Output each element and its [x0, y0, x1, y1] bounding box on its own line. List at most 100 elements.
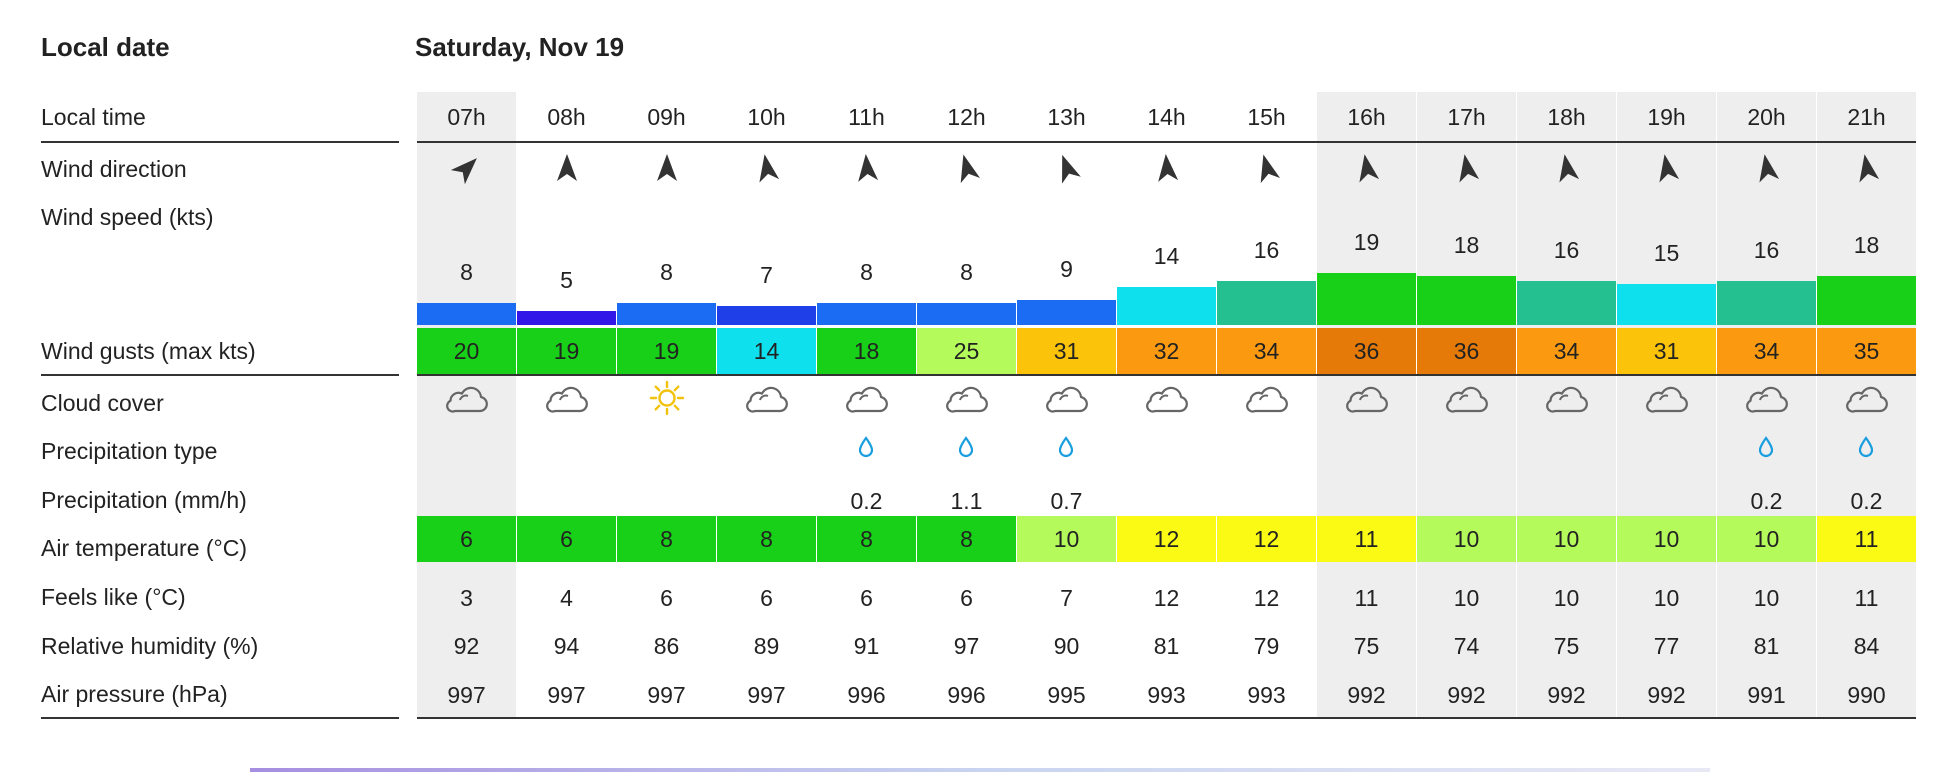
hour-label: 17h — [1447, 104, 1486, 130]
wind-gust-cell: 32 — [1117, 328, 1216, 374]
wind-gust-cell: 35 — [1817, 328, 1916, 374]
precipitation-value: 0.2 — [1750, 488, 1783, 514]
humidity-value: 79 — [1253, 633, 1280, 659]
hour-label: 15h — [1247, 104, 1286, 130]
wind-gust-cell: 31 — [1617, 328, 1716, 374]
cloud-icon — [1446, 386, 1488, 413]
air-temperature-cell: 8 — [617, 516, 716, 562]
pressure-value: 992 — [1347, 682, 1386, 708]
column-background — [1117, 92, 1216, 718]
air-pressure-label: Air pressure (hPa) — [41, 681, 228, 707]
feels-like-value: 10 — [1753, 585, 1780, 611]
wind-speed-value: 15 — [1653, 240, 1680, 266]
wind-direction-arrow-icon — [1559, 154, 1580, 183]
air-temperature-cell: 8 — [717, 516, 816, 562]
wind-speed-bar — [917, 302, 1016, 325]
wind-speed-value: 8 — [660, 258, 673, 285]
pressure-value: 990 — [1847, 682, 1886, 708]
air-temperature-label: Air temperature (°C) — [41, 535, 248, 561]
feels-like-value: 6 — [660, 585, 673, 611]
hour-label: 21h — [1847, 104, 1886, 130]
wind-direction-arrow-icon — [1759, 154, 1780, 183]
pressure-value: 997 — [447, 682, 486, 708]
cloud-icon — [1646, 386, 1688, 413]
hour-column: 13h 9 31 0.7 10 7 90 995 — [1017, 92, 1116, 718]
hour-column: 10h 7 14 8 6 89 997 — [717, 92, 816, 718]
hour-label: 13h — [1047, 104, 1086, 130]
column-background — [717, 92, 816, 718]
cloud-icon — [1546, 386, 1588, 413]
air-temperature-cell: 12 — [1217, 516, 1316, 562]
wind-gust-cell: 36 — [1417, 328, 1516, 374]
hour-column: 08h 5 19 6 4 94 997 — [517, 92, 616, 718]
feels-like-value: 6 — [760, 585, 773, 611]
wind-speed-bar — [517, 311, 616, 325]
column-background — [417, 92, 516, 718]
cloud-icon — [1346, 386, 1388, 413]
hour-label: 10h — [747, 104, 786, 130]
wind-gust-cell: 14 — [717, 328, 816, 374]
bottom-gradient-bar — [250, 768, 1710, 772]
humidity-value: 91 — [853, 633, 880, 659]
air-temperature-cell: 10 — [1417, 516, 1516, 562]
feels-like-value: 11 — [1854, 585, 1879, 611]
air-temperature-cell: 10 — [1617, 516, 1716, 562]
wind-direction-arrow-icon — [1459, 154, 1480, 183]
air-temperature-cell: 10 — [1017, 516, 1116, 562]
cloud-icon — [746, 386, 788, 413]
cloud-icon — [546, 386, 588, 413]
cloud-icon — [946, 386, 988, 413]
humidity-value: 97 — [953, 633, 980, 659]
wind-gust-cell: 36 — [1317, 328, 1416, 374]
hour-column: 17h 18 36 10 10 74 992 — [1417, 92, 1516, 718]
wind-direction-arrow-icon — [1158, 154, 1179, 182]
feels-like-value: 10 — [1653, 585, 1680, 611]
column-background — [1217, 92, 1316, 718]
rain-drop-icon — [1758, 436, 1774, 458]
wind-speed-value: 5 — [560, 267, 573, 293]
wind-speed-value: 8 — [460, 258, 473, 285]
feels-like-value: 7 — [1060, 585, 1073, 611]
wind-direction-arrow-icon — [1859, 154, 1880, 183]
wind-direction-label: Wind direction — [41, 156, 187, 182]
wind-speed-bar — [1617, 284, 1716, 325]
wind-speed-bar — [817, 302, 916, 325]
wind-speed-value: 18 — [1453, 231, 1480, 258]
humidity-value: 86 — [653, 633, 680, 659]
wind-speed-bar — [1017, 300, 1116, 325]
pressure-value: 992 — [1547, 682, 1586, 708]
wind-gusts-label: Wind gusts (max kts) — [41, 338, 256, 364]
hour-column: 07h 8 20 6 3 92 997 — [417, 92, 516, 718]
wind-speed-bar — [1817, 275, 1916, 325]
pressure-value: 996 — [847, 682, 886, 708]
air-temperature-cell: 8 — [917, 516, 1016, 562]
humidity-value: 81 — [1753, 633, 1780, 659]
column-background — [1317, 92, 1416, 718]
pressure-value: 995 — [1047, 682, 1086, 708]
hour-label: 11h — [848, 104, 885, 130]
grid-divider — [417, 141, 1916, 143]
hour-label: 16h — [1347, 104, 1386, 130]
cloud-icon — [1846, 386, 1888, 413]
hour-label: 20h — [1747, 104, 1786, 130]
feels-like-value: 12 — [1253, 585, 1280, 611]
wind-gust-cell: 34 — [1517, 328, 1616, 374]
hour-column: 20h 16 34 0.2 10 10 81 991 — [1717, 92, 1816, 718]
humidity-value: 92 — [453, 633, 480, 659]
humidity-value: 77 — [1653, 633, 1680, 659]
wind-speed-bar — [1417, 275, 1516, 325]
wind-gust-cell: 19 — [517, 328, 616, 374]
cloud-icon — [1046, 386, 1088, 413]
wind-speed-value: 16 — [1253, 237, 1280, 264]
column-background — [817, 92, 916, 718]
wind-direction-arrow-icon — [557, 154, 577, 181]
divider — [41, 141, 399, 143]
wind-direction-arrow-icon — [451, 158, 477, 184]
air-temperature-cell: 6 — [517, 516, 616, 562]
column-background — [917, 92, 1016, 718]
feels-like-value: 6 — [860, 585, 873, 611]
precipitation-value: 0.7 — [1050, 488, 1083, 514]
hour-column: 19h 15 31 10 10 77 992 — [1617, 92, 1716, 718]
humidity-value: 84 — [1853, 633, 1880, 659]
hour-label: 12h — [947, 104, 986, 130]
